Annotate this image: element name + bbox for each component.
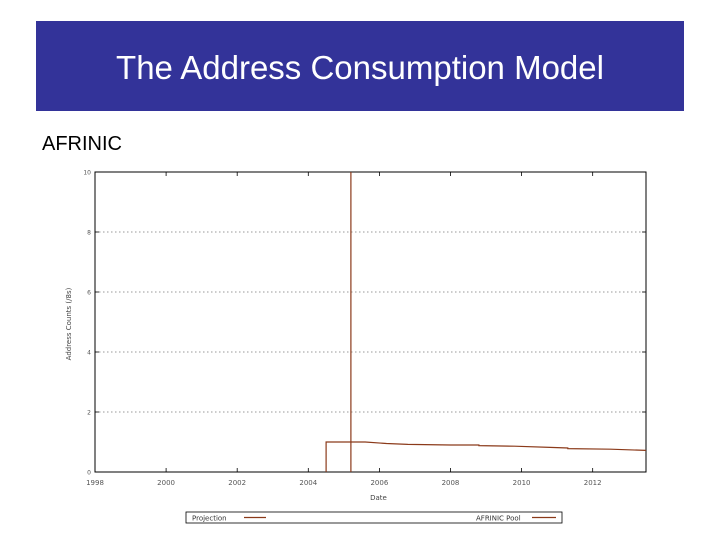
y-tick-label: 6 — [87, 290, 91, 297]
series-line-afrinic-pool — [325, 441, 647, 472]
y-axis-label: Address Counts (/8s) — [65, 287, 73, 360]
title-band: The Address Consumption Model — [36, 21, 684, 111]
series-layer — [325, 172, 647, 472]
legend-label: Projection — [192, 515, 227, 523]
plot-frame — [94, 171, 647, 473]
x-tick-label: 2008 — [442, 479, 460, 487]
y-tick-label: 10 — [83, 170, 91, 177]
x-tick-label: 2012 — [584, 479, 602, 487]
slide-title: The Address Consumption Model — [116, 49, 604, 86]
x-tick-label: 2004 — [299, 479, 317, 487]
y-tick-label: 2 — [87, 410, 91, 417]
legend: Projection AFRINIC Pool — [185, 511, 563, 524]
x-tick-label: 2000 — [157, 479, 175, 487]
y-tick-label: 8 — [87, 230, 91, 237]
x-tick-label: 2010 — [513, 479, 531, 487]
x-tick-label: 2006 — [370, 479, 388, 487]
y-tick-label: 0 — [87, 470, 91, 477]
y-tick-label: 4 — [87, 350, 91, 357]
legend-box — [185, 511, 563, 524]
slide-subtitle: AFRINIC — [42, 133, 122, 155]
grid — [95, 171, 646, 413]
axis-ticks: 0 2 4 6 8 10 1998 2000 2002 2004 2006 2008 2010 2012 — [83, 170, 646, 487]
legend-label: AFRINIC Pool — [476, 515, 521, 523]
x-tick-label: 1998 — [86, 479, 104, 487]
x-axis-label: Date — [370, 494, 387, 502]
x-tick-label: 2002 — [228, 479, 246, 487]
